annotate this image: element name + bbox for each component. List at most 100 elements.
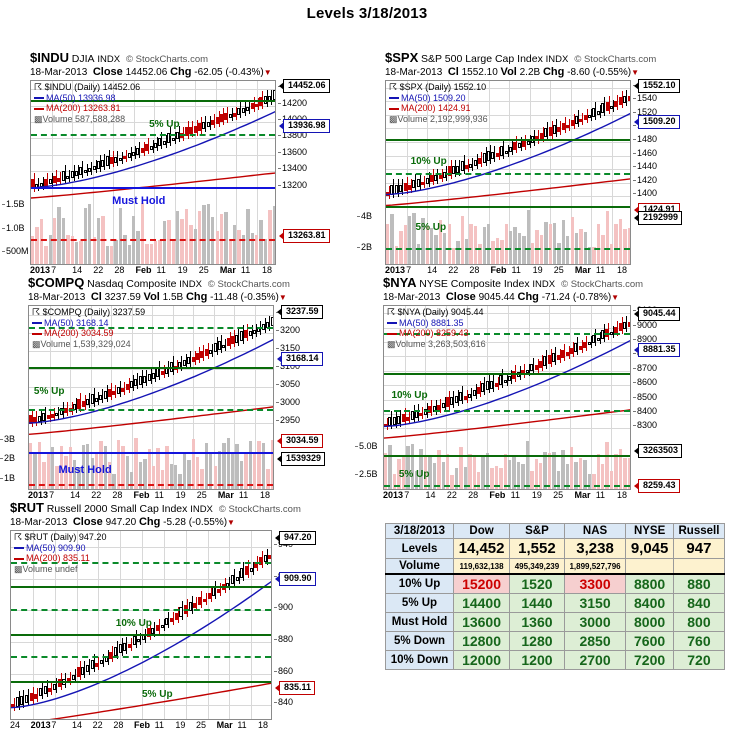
volume-bar [530, 470, 534, 489]
volume-bar [601, 463, 605, 489]
y-axis-tick: 9000 [632, 320, 658, 330]
table-cell: 840 [672, 593, 726, 613]
volume-bar [504, 224, 508, 264]
candlestick [623, 315, 628, 335]
row-label: Volume [385, 558, 454, 575]
volume-bar [570, 216, 574, 264]
quote-close-label: Close [72, 516, 103, 528]
volume-bar [145, 244, 149, 264]
volume-bar [200, 469, 204, 489]
legend-ma50: MA(50) 909.90 [14, 543, 106, 554]
x-axis-tick: 2013 [30, 265, 51, 275]
table-cell: 1200 [509, 650, 565, 670]
y-axis-tick: 900 [273, 602, 294, 612]
table-cell: 800 [672, 612, 726, 632]
price-flag-close: 9045.44 [634, 307, 680, 322]
y-axis-tick: 1520 [632, 107, 658, 117]
volume-bar [392, 473, 397, 489]
candlestick [241, 102, 246, 119]
volume-bar [412, 213, 416, 264]
quote-chg-value: -71.24 (-0.78%) [541, 292, 612, 303]
volume-bar [610, 243, 614, 264]
x-axis-tick: 7 [51, 265, 57, 275]
table-cell: 119,632,138 [452, 558, 511, 575]
chart-plot-area-compq[interactable]: 5% Up Must Hold ☈ $COMPQ (Daily) 3237.59 MA… [28, 305, 274, 490]
level-line-green [384, 332, 630, 335]
gridline-horizontal [386, 115, 630, 116]
chart-index-tag: INDX [97, 54, 121, 65]
candlestick [244, 323, 249, 345]
candlestick [463, 389, 468, 406]
gridline-horizontal [29, 387, 273, 388]
chart-legend-nya: ☈ $NYA (Daily) 9045.44 MA(50) 8881.35 MA(2… [387, 307, 486, 349]
candlestick [103, 384, 108, 405]
chevron-down-icon: ▼ [631, 68, 639, 77]
volume-bar [446, 453, 450, 489]
stockcharts-credit: © StockCharts.com [218, 504, 301, 515]
volume-axis-tick: 4B [356, 210, 373, 221]
volume-axis-tick: 1.5B [2, 199, 25, 210]
y-axis-tick: 8900 [632, 334, 658, 344]
annotation-label: 10% Up [391, 390, 428, 402]
volume-bar [447, 223, 451, 264]
volume-bar [228, 239, 233, 264]
page-title: Levels 3/18/2013 [306, 5, 428, 22]
x-axis-tick: 11 [595, 490, 606, 500]
candlestick [171, 131, 176, 147]
chart-plot-area-rut[interactable]: 10% Up 5% Up ☈ $RUT (Daily) 947.20 MA(50) 9… [10, 530, 272, 720]
stockcharts-credit: © StockCharts.com [207, 279, 290, 290]
volume-bar [79, 241, 83, 264]
volume-bar [552, 452, 556, 489]
candlestick [539, 354, 543, 374]
volume-bar [138, 462, 143, 489]
quote-close-value: 3237.59 [104, 292, 141, 303]
table-cell: 12000 [452, 650, 511, 670]
volume-bar [180, 218, 184, 264]
level-line-green [29, 408, 273, 411]
volume-bar [255, 235, 259, 264]
gridline-horizontal [386, 128, 630, 129]
x-axis-tick: 19 [175, 720, 186, 730]
volume-bar [143, 458, 147, 489]
quote-chg-label: Chg [517, 291, 539, 303]
volume-bar [410, 444, 414, 489]
volume-axis-tick: 500M [2, 246, 29, 257]
y-axis-tick: 1420 [632, 175, 658, 185]
quote-close-label: Close [445, 291, 476, 303]
gridline-vertical [132, 306, 133, 489]
candlestick [579, 112, 584, 129]
chart-plot-area-nya[interactable]: 10% Up 5% Up ☈ $NYA (Daily) 9045.44 MA(50) … [383, 305, 631, 490]
candlestick [249, 562, 255, 577]
price-flag-ma200: 3034.59 [277, 433, 323, 448]
candlestick [105, 150, 110, 172]
candlestick [34, 688, 39, 704]
price-flag-close: 3237.59 [277, 305, 323, 320]
chart-plot-area-indu[interactable]: 5% Up Must Hold ☈ $INDU (Daily) 14452.06 MA… [30, 80, 276, 265]
chart-symbol: $RUT [10, 500, 44, 515]
candlestick [86, 392, 91, 412]
x-axis-tick: 28 [112, 490, 123, 500]
chart-plot-area-spx[interactable]: 10% Up 5% Up ☈ $SPX (Daily) 1552.10 MA(50) … [385, 80, 631, 265]
volume-bar [552, 222, 557, 264]
table-cell: 3150 [563, 593, 627, 613]
gridline-vertical [214, 306, 215, 489]
gridline-horizontal [384, 371, 630, 372]
gridline-horizontal [384, 414, 630, 415]
legend-price: ☈ $SPX (Daily) 1552.10 [389, 82, 487, 92]
table-cell: 8400 [625, 593, 674, 613]
candlestick [557, 121, 562, 138]
price-flag-ma200: 13263.81 [279, 229, 330, 244]
volume-bar [623, 229, 627, 264]
gridline-horizontal [31, 89, 275, 90]
x-axis-tick: 11 [511, 265, 521, 275]
candlestick [491, 145, 496, 165]
quote-chg-label: Chg [138, 516, 161, 528]
candlestick [42, 406, 47, 427]
table-cell: 12800 [452, 631, 511, 651]
table-cell: 14,452 [452, 538, 511, 559]
candlestick [437, 399, 442, 415]
candlestick [76, 661, 82, 683]
volume-bar [596, 453, 600, 489]
candlestick [182, 354, 187, 372]
volume-bar [88, 204, 92, 264]
